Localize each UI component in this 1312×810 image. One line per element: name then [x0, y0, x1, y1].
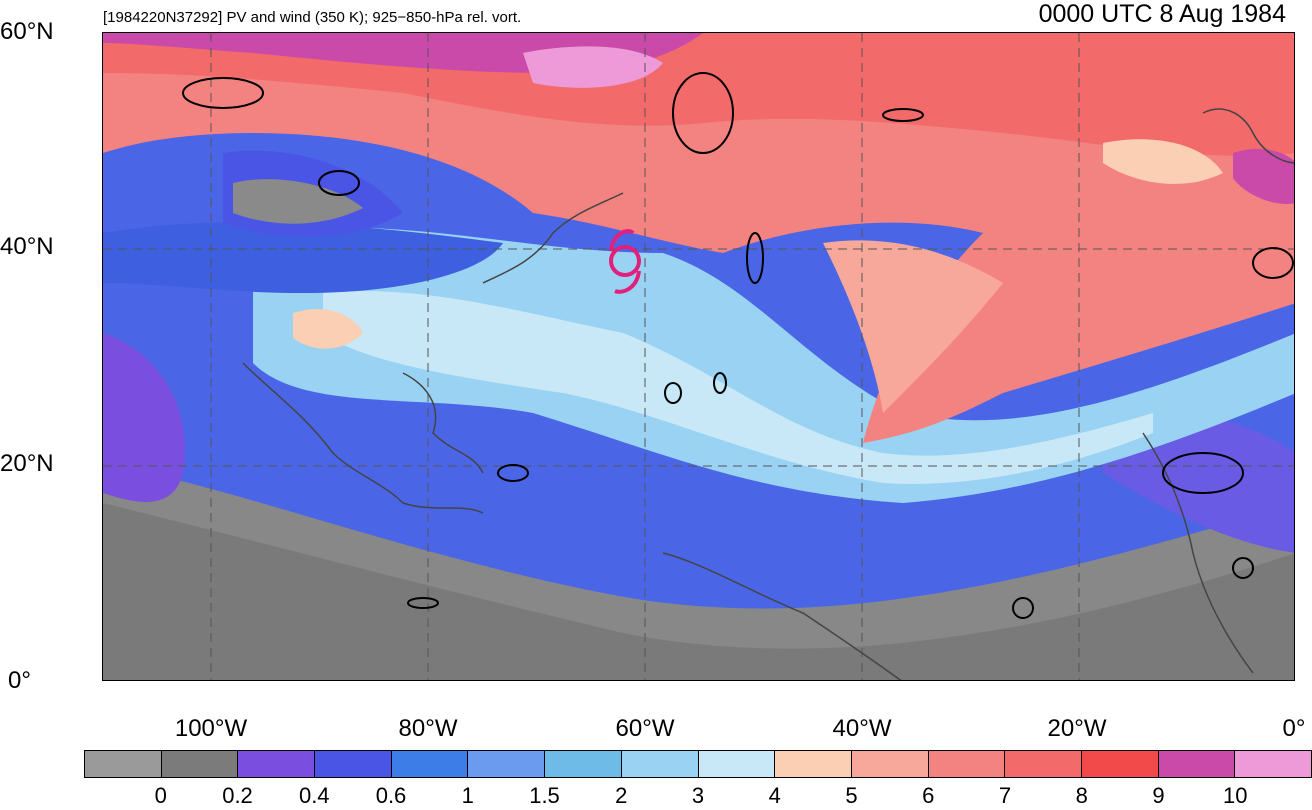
- map-panel: [102, 32, 1295, 681]
- colorbar-swatch: [1235, 751, 1311, 777]
- valid-time-label: 0000 UTC 8 Aug 1984: [1038, 0, 1286, 28]
- colorbar-tick-label: 4: [768, 783, 781, 808]
- colorbar-tick-label: 2: [615, 783, 628, 808]
- lon-label-20w: 20°W: [1047, 715, 1107, 742]
- map-title: [1984220N37292] PV and wind (350 K); 925…: [103, 9, 522, 26]
- lon-label-80w: 80°W: [398, 715, 458, 742]
- colorbar-swatch: [775, 751, 852, 777]
- lat-label-0: 0°: [8, 667, 31, 694]
- colorbar-tick-label: 0.6: [375, 783, 407, 808]
- colorbar-tick-label: 0.4: [298, 783, 330, 808]
- colorbar-swatch: [1005, 751, 1082, 777]
- colorbar-swatch: [238, 751, 316, 777]
- lon-label-0: 0°: [1282, 715, 1306, 742]
- colorbar-tick-label: 3: [691, 783, 705, 808]
- lat-lon-grid: [103, 33, 1294, 680]
- colorbar-tick-label: 6: [922, 783, 935, 808]
- colorbar-swatch: [621, 751, 699, 777]
- colorbar-swatch: [1081, 751, 1159, 777]
- lat-label-60n: 60°N: [0, 18, 54, 45]
- colorbar-swatch: [698, 751, 776, 777]
- colorbar-tick-label: 0.2: [222, 783, 253, 808]
- lon-label-40w: 40°W: [832, 715, 892, 742]
- colorbar-swatch: [391, 751, 469, 777]
- colorbar: [84, 750, 1312, 778]
- colorbar-tick-label: 8: [1075, 783, 1088, 808]
- colorbar-swatch: [928, 751, 1006, 777]
- colorbar-tick-label: 9: [1152, 783, 1165, 808]
- colorbar-tick-label: 10: [1223, 783, 1248, 808]
- colorbar-swatch: [85, 751, 162, 777]
- lon-label-100w: 100°W: [174, 715, 248, 742]
- colorbar-tick-label: 5: [845, 783, 858, 808]
- colorbar-swatch: [315, 751, 392, 777]
- coastlines: [242, 108, 1294, 680]
- colorbar-swatch: [468, 751, 546, 777]
- lon-label-60w: 60°W: [615, 715, 675, 742]
- colorbar-swatch: [851, 751, 929, 777]
- colorbar-tick-label: 0: [154, 783, 167, 808]
- tropical-cyclone-icon: [609, 229, 641, 294]
- colorbar-swatch: [545, 751, 622, 777]
- lat-label-20n: 20°N: [0, 450, 54, 477]
- colorbar-tick-label: 7: [998, 783, 1012, 808]
- lat-label-40n: 40°N: [0, 233, 54, 260]
- vorticity-contours: [182, 72, 1294, 619]
- colorbar-swatch: [161, 751, 239, 777]
- colorbar-swatch: [1158, 751, 1236, 777]
- colorbar-tick-label: 1: [461, 783, 474, 808]
- colorbar-tick-label: 1.5: [529, 783, 560, 808]
